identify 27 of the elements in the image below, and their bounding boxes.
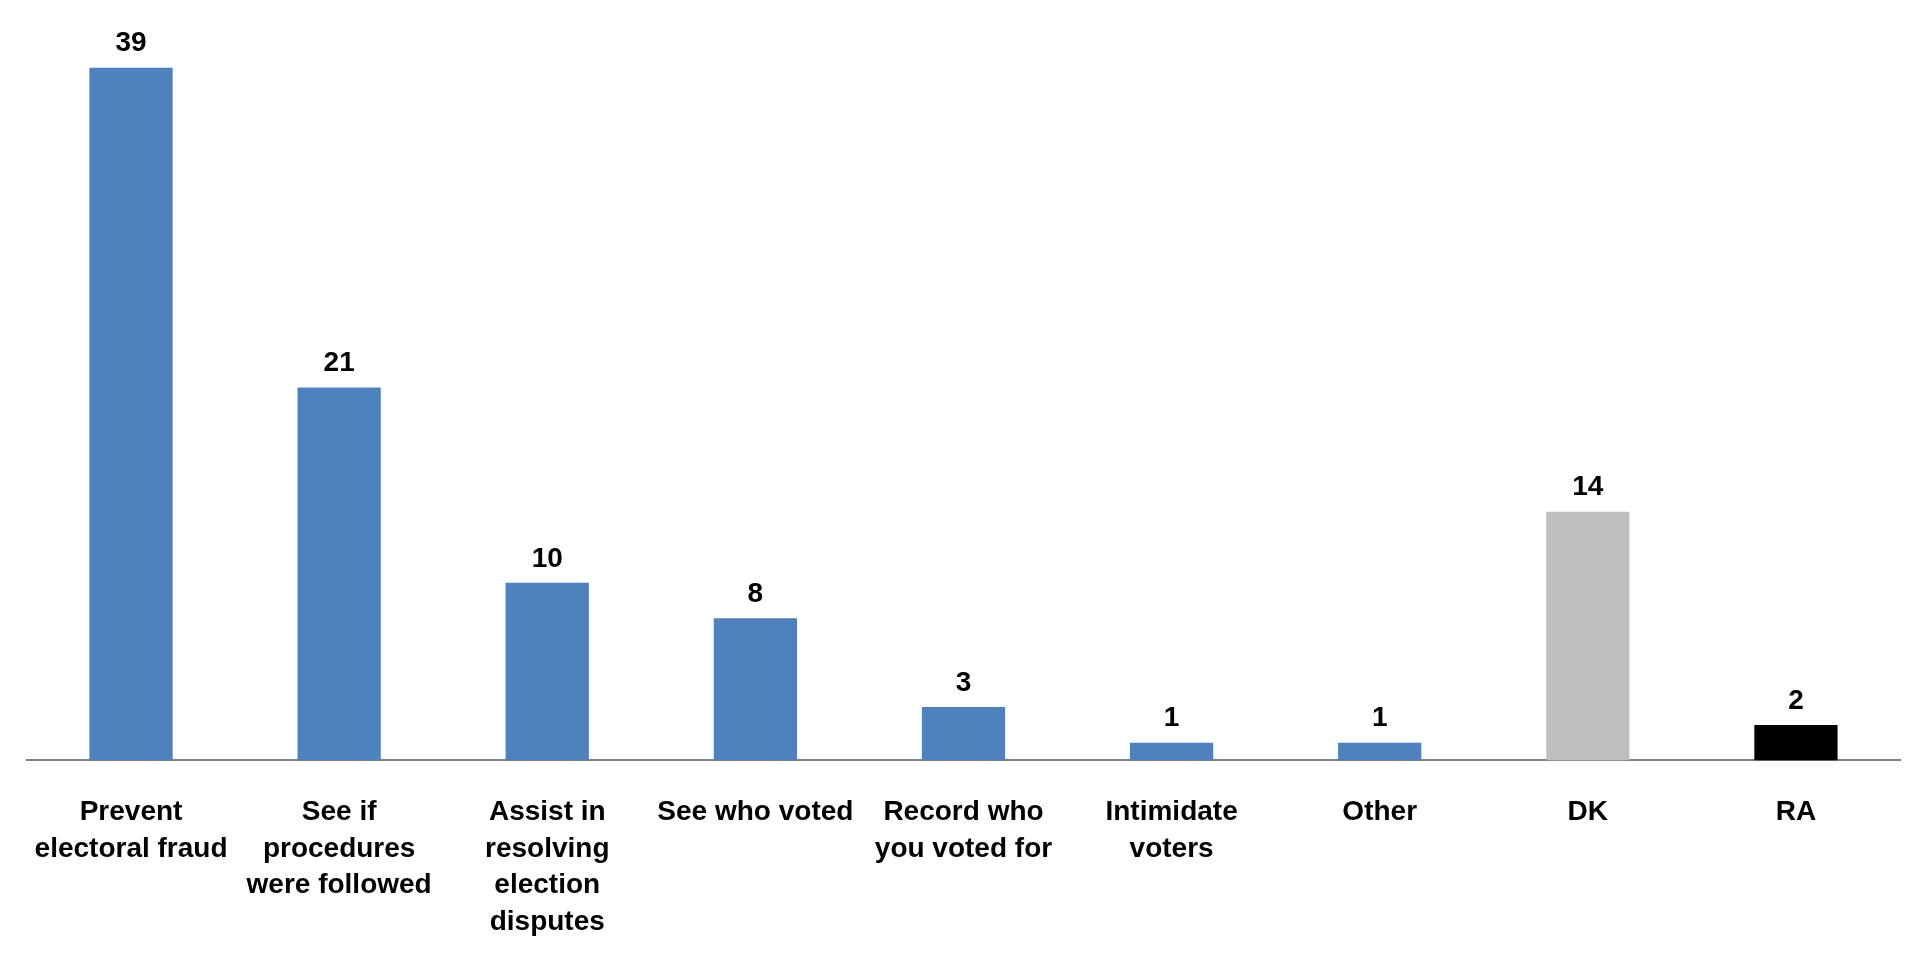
data-label: 39 [115, 26, 147, 58]
x-tick-label: Other [1342, 795, 1418, 827]
x-tick-label: Record who you voted for [874, 795, 1053, 863]
data-label: 2 [1788, 683, 1804, 715]
bar [921, 707, 1006, 761]
bar [297, 387, 381, 761]
bar [1754, 724, 1838, 761]
bar [89, 67, 173, 761]
x-tick-label: See who voted [657, 795, 854, 827]
x-tick-label: Prevent electoral fraud [34, 795, 228, 863]
bar [505, 582, 589, 761]
data-label: 3 [955, 665, 972, 697]
x-tick-label: Assist in resolving election disputes [485, 795, 610, 936]
data-label: 10 [531, 541, 563, 573]
x-tick-label: RA [1775, 795, 1817, 827]
bar [1338, 742, 1422, 761]
data-label: 8 [747, 577, 764, 609]
data-label: 1 [1371, 701, 1388, 733]
data-label: 21 [323, 346, 355, 378]
x-tick-label: DK [1567, 795, 1609, 827]
data-label: 1 [1163, 701, 1180, 733]
bar [713, 618, 797, 761]
x-tick-label: Intimidate voters [1105, 795, 1238, 863]
bar [1129, 742, 1214, 761]
x-tick-label: See if procedures were followed [245, 795, 432, 900]
data-label: 14 [1572, 470, 1604, 502]
bar [1546, 511, 1630, 761]
